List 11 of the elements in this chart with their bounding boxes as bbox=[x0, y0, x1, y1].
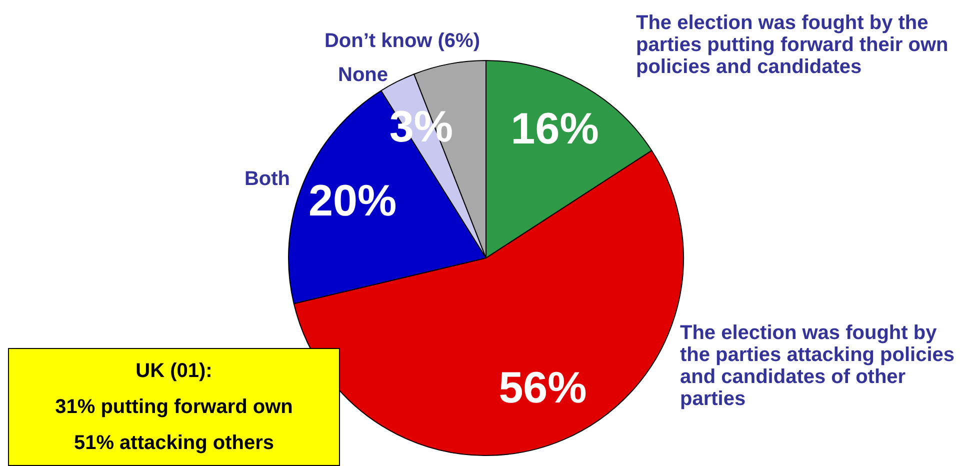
text: 51% attacking others bbox=[72, 431, 276, 456]
data-label: 56% bbox=[498, 364, 587, 413]
slice-label: The election was fought by the parties attacking policies and candidates of other parties bbox=[680, 322, 956, 410]
slice-label: The election was fought by the parties putting forward their own policies and candidates bbox=[636, 12, 950, 78]
slice-label: Don’t know (6%) bbox=[323, 30, 480, 52]
text: UK (01): bbox=[134, 359, 214, 384]
slice-label: None bbox=[337, 64, 388, 86]
slice-label: Both bbox=[243, 168, 290, 190]
data-label: 20% bbox=[308, 176, 397, 226]
text: 31% putting forward own bbox=[54, 395, 294, 420]
data-label: 16% bbox=[510, 104, 599, 154]
